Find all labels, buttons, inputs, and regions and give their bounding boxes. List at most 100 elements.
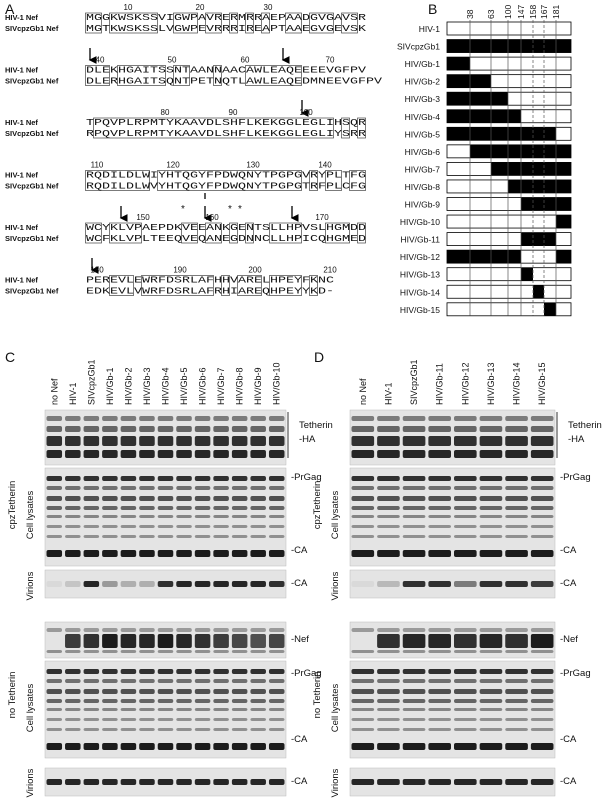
band xyxy=(402,708,426,711)
band xyxy=(505,515,528,518)
band xyxy=(250,779,266,785)
identity-box xyxy=(325,170,342,191)
band xyxy=(454,436,477,446)
band xyxy=(402,416,426,421)
position-label: 63 xyxy=(486,9,496,19)
band xyxy=(102,581,118,587)
band xyxy=(157,634,174,648)
band xyxy=(176,476,192,481)
band xyxy=(351,496,375,501)
band xyxy=(194,650,211,653)
band xyxy=(83,779,100,785)
band xyxy=(231,650,248,653)
band xyxy=(505,728,528,731)
band xyxy=(402,476,426,481)
band xyxy=(120,506,137,510)
band xyxy=(428,699,451,703)
construct-name: HIV/Gb-15 xyxy=(400,305,440,315)
band xyxy=(428,650,451,653)
band xyxy=(120,486,137,490)
band xyxy=(83,496,100,501)
ruler-number: 20 xyxy=(196,3,205,12)
band xyxy=(231,525,248,528)
band xyxy=(428,628,451,632)
band xyxy=(46,450,63,458)
band xyxy=(176,679,192,683)
band xyxy=(139,708,155,711)
band xyxy=(213,436,229,446)
band xyxy=(454,718,477,721)
band xyxy=(250,486,266,490)
band xyxy=(139,525,155,528)
construct-bar xyxy=(446,214,572,229)
band xyxy=(428,669,451,674)
band xyxy=(250,506,266,510)
band xyxy=(102,416,118,421)
band xyxy=(250,515,266,518)
band xyxy=(102,535,118,538)
band xyxy=(46,486,63,490)
band xyxy=(505,486,528,490)
ruler-number: 180 xyxy=(90,266,104,275)
band xyxy=(268,515,285,518)
band xyxy=(213,426,229,432)
band xyxy=(65,525,81,528)
band xyxy=(454,628,477,632)
position-label: 167 xyxy=(539,5,549,19)
ruler-number: 30 xyxy=(264,3,273,12)
sequence-name: HIV-1 Nef xyxy=(5,66,38,75)
band xyxy=(157,708,174,711)
band xyxy=(65,743,81,750)
lysate-blot xyxy=(44,467,287,567)
band xyxy=(157,679,174,683)
band xyxy=(194,699,211,703)
band xyxy=(139,450,155,458)
star: * xyxy=(181,204,185,215)
band xyxy=(46,699,63,703)
band xyxy=(505,634,528,648)
band xyxy=(176,634,192,648)
band xyxy=(231,515,248,518)
band-label: -HA xyxy=(299,434,316,445)
sequence-name: HIV-1 Nef xyxy=(5,171,38,180)
identity-box xyxy=(229,222,238,244)
band xyxy=(268,650,285,653)
band xyxy=(479,743,503,750)
band xyxy=(139,779,155,785)
band xyxy=(250,628,266,632)
band xyxy=(120,669,137,674)
identity-box xyxy=(229,12,238,34)
band xyxy=(213,699,229,703)
band xyxy=(46,426,63,432)
band xyxy=(402,450,426,458)
band xyxy=(213,506,229,510)
band xyxy=(268,699,285,703)
lane-label: HIV/Gb-10 xyxy=(272,362,282,405)
band xyxy=(213,550,229,557)
band xyxy=(231,486,248,490)
band xyxy=(505,416,528,421)
band xyxy=(194,669,211,674)
sequence: RQDILDLWVYHTQGYFPDWQNYTPGPGTRFPLCFG xyxy=(86,182,366,192)
band xyxy=(479,525,503,528)
band xyxy=(268,708,285,711)
sivcpz-segment xyxy=(521,197,571,211)
band xyxy=(505,699,528,703)
band xyxy=(250,699,266,703)
band xyxy=(402,718,426,721)
band xyxy=(102,476,118,481)
band xyxy=(479,634,503,648)
band xyxy=(176,416,192,421)
band xyxy=(530,708,554,711)
band xyxy=(120,581,137,587)
band xyxy=(250,708,266,711)
band xyxy=(231,779,248,785)
panel-label: B xyxy=(428,1,437,17)
band xyxy=(120,699,137,703)
identity-box xyxy=(357,117,366,139)
sequence-name: HIV-1 Nef xyxy=(5,276,38,285)
construct-name: HIV/Gb-4 xyxy=(405,112,441,122)
band xyxy=(351,525,375,528)
band xyxy=(194,550,211,557)
side-label: Virions xyxy=(330,768,341,797)
